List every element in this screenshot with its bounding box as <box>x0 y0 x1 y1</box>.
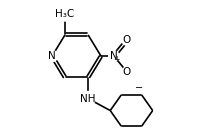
Circle shape <box>81 91 95 106</box>
Text: N: N <box>48 51 56 61</box>
Circle shape <box>109 51 119 61</box>
Text: −: − <box>135 83 143 93</box>
Circle shape <box>122 67 132 77</box>
Text: H₃C: H₃C <box>55 9 75 19</box>
Text: O: O <box>123 67 131 77</box>
Circle shape <box>122 36 132 45</box>
Text: +: + <box>113 55 119 64</box>
Text: NH: NH <box>80 94 96 104</box>
Text: N: N <box>110 51 118 61</box>
Text: O: O <box>123 35 131 45</box>
Circle shape <box>46 51 58 62</box>
Circle shape <box>58 6 72 21</box>
